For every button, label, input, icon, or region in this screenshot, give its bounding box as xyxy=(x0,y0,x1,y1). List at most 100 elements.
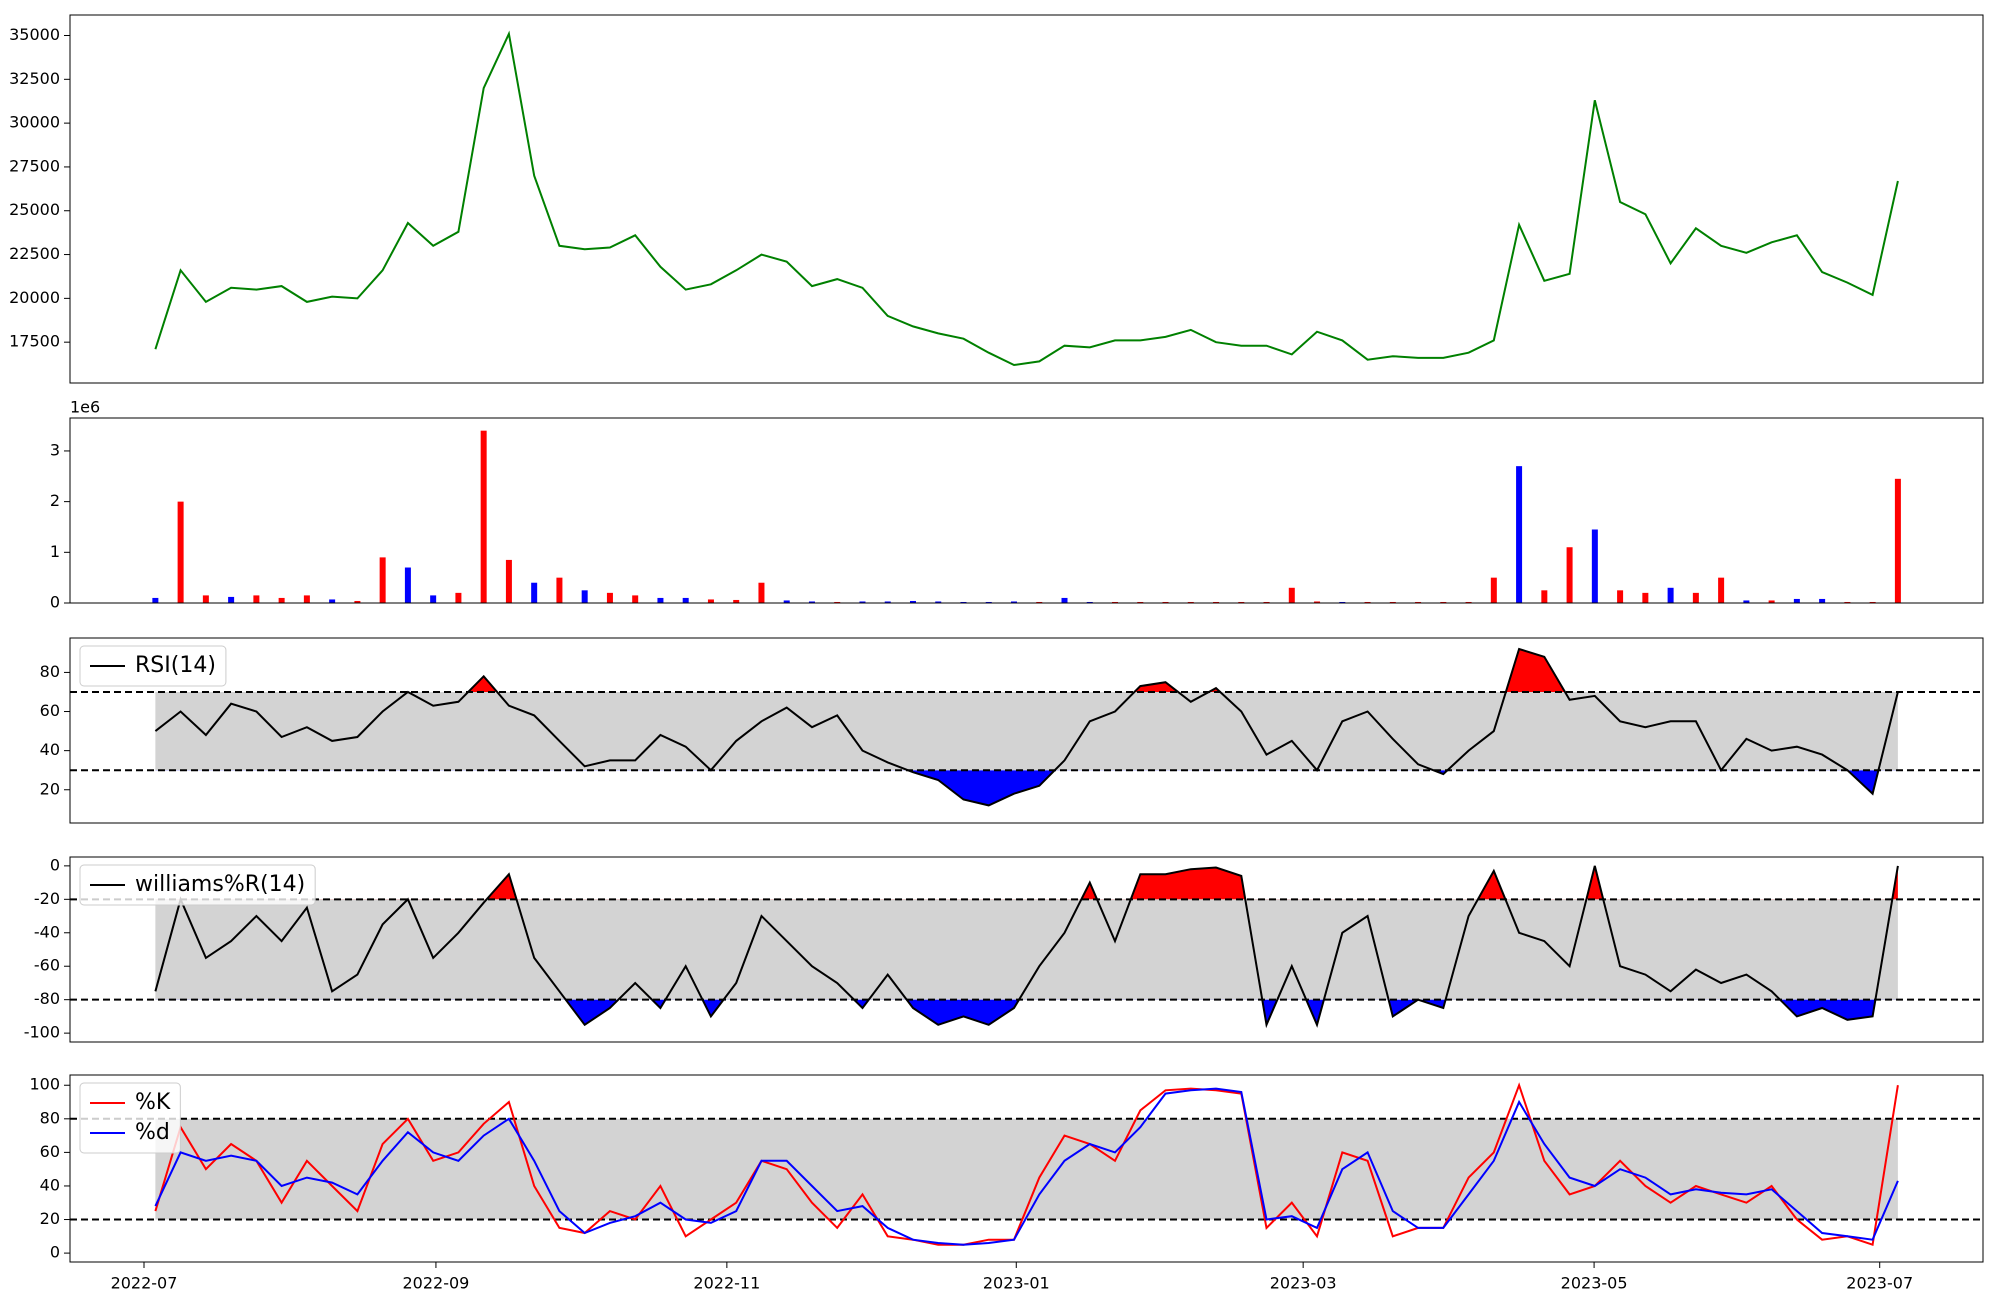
y-tick-label: 2 xyxy=(50,491,60,510)
bar xyxy=(1112,601,1119,603)
bar xyxy=(480,430,487,603)
bar xyxy=(253,595,260,603)
bar xyxy=(909,600,916,603)
bar xyxy=(1869,601,1876,603)
bar xyxy=(455,592,462,603)
x-tick-label: 2022-11 xyxy=(693,1274,760,1293)
bar xyxy=(1389,601,1396,603)
y-tick-label: 20 xyxy=(40,1209,60,1228)
band xyxy=(155,1118,1898,1220)
legend-label: williams%R(14) xyxy=(135,872,305,897)
y-tick-label: 1 xyxy=(50,542,60,561)
oversold-fill xyxy=(155,999,1898,1025)
bar xyxy=(152,597,159,603)
band xyxy=(155,691,1898,771)
bar xyxy=(1238,601,1245,603)
bar xyxy=(1086,601,1093,603)
bar xyxy=(1617,590,1624,603)
bar xyxy=(707,599,714,603)
legend-box xyxy=(79,645,227,687)
bar xyxy=(1793,598,1800,603)
bar xyxy=(758,582,765,603)
bar xyxy=(1743,600,1750,603)
bar xyxy=(202,595,209,603)
legend: %K %d xyxy=(79,1082,181,1154)
bar xyxy=(1314,601,1321,603)
bar xyxy=(379,557,386,603)
y-tick-label: 27500 xyxy=(9,156,60,175)
axes-frame xyxy=(69,637,1984,824)
bar xyxy=(1490,577,1497,603)
legend-box xyxy=(79,864,316,906)
bar xyxy=(1844,601,1851,603)
y-tick-label: -100 xyxy=(24,1023,60,1042)
panel: 20 40 60 80 RSI(14) xyxy=(40,637,1984,824)
panel: 0 1 2 3 1e6 xyxy=(50,398,1984,612)
x-tick-label: 2022-07 xyxy=(111,1274,178,1293)
bar xyxy=(808,601,815,603)
y-tick-label: 0 xyxy=(50,593,60,612)
bar xyxy=(430,595,437,603)
line xyxy=(154,865,1899,1029)
y-tick-label: 25000 xyxy=(9,200,60,219)
y-tick-label: -20 xyxy=(34,889,60,908)
bar xyxy=(834,601,841,603)
y-tick-label: 20000 xyxy=(9,288,60,307)
bar xyxy=(1692,592,1699,603)
bar xyxy=(177,501,184,603)
bar xyxy=(1591,529,1598,603)
band xyxy=(155,899,1898,1000)
x-tick-label: 2022-09 xyxy=(403,1274,470,1293)
axes-frame xyxy=(69,14,1984,384)
legend: williams%R(14) xyxy=(79,864,316,906)
y-tick-label: 60 xyxy=(40,701,60,720)
y-tick-label: 80 xyxy=(40,1108,60,1127)
bar xyxy=(1819,598,1826,603)
legend: RSI(14) xyxy=(79,645,227,687)
legend-box xyxy=(79,1082,181,1154)
legend-label: RSI(14) xyxy=(135,653,216,678)
bar xyxy=(1010,601,1017,603)
bar xyxy=(278,597,285,603)
bar xyxy=(1036,601,1043,603)
bar xyxy=(1642,592,1649,603)
bar xyxy=(884,601,891,603)
bar xyxy=(1137,601,1144,603)
bar xyxy=(1288,587,1295,603)
bar xyxy=(531,582,538,603)
y-tick-label: 0 xyxy=(50,855,60,874)
y-tick-label: 32500 xyxy=(9,69,60,88)
bar xyxy=(1061,597,1068,603)
bar xyxy=(329,599,336,603)
bar xyxy=(1339,601,1346,603)
bar xyxy=(1718,577,1725,603)
bar xyxy=(1465,601,1472,603)
offset-label: 1e6 xyxy=(70,398,100,417)
y-tick-label: -40 xyxy=(34,922,60,941)
bar xyxy=(1213,601,1220,603)
x-tick-label: 2023-01 xyxy=(983,1274,1050,1293)
y-tick-label: -80 xyxy=(34,989,60,1008)
bar xyxy=(303,595,310,603)
panel: 17500 20000 22500 25000 27500 30000 32500 35000 xyxy=(9,14,1984,384)
line xyxy=(154,30,1899,367)
y-tick-label: 100 xyxy=(29,1075,60,1094)
axes-frame xyxy=(69,856,1984,1043)
bar xyxy=(985,601,992,603)
bar xyxy=(783,600,790,603)
x-tick-label: 2023-03 xyxy=(1270,1274,1337,1293)
bar xyxy=(228,596,235,603)
line xyxy=(154,647,1899,807)
bar xyxy=(1516,466,1523,603)
bar xyxy=(1162,601,1169,603)
bar xyxy=(505,559,512,603)
bar xyxy=(1364,601,1371,603)
bar xyxy=(556,577,563,603)
y-tick-label: 22500 xyxy=(9,244,60,263)
y-tick-label: 30000 xyxy=(9,113,60,132)
bar xyxy=(682,597,689,603)
bar xyxy=(1415,601,1422,603)
bar xyxy=(960,601,967,603)
